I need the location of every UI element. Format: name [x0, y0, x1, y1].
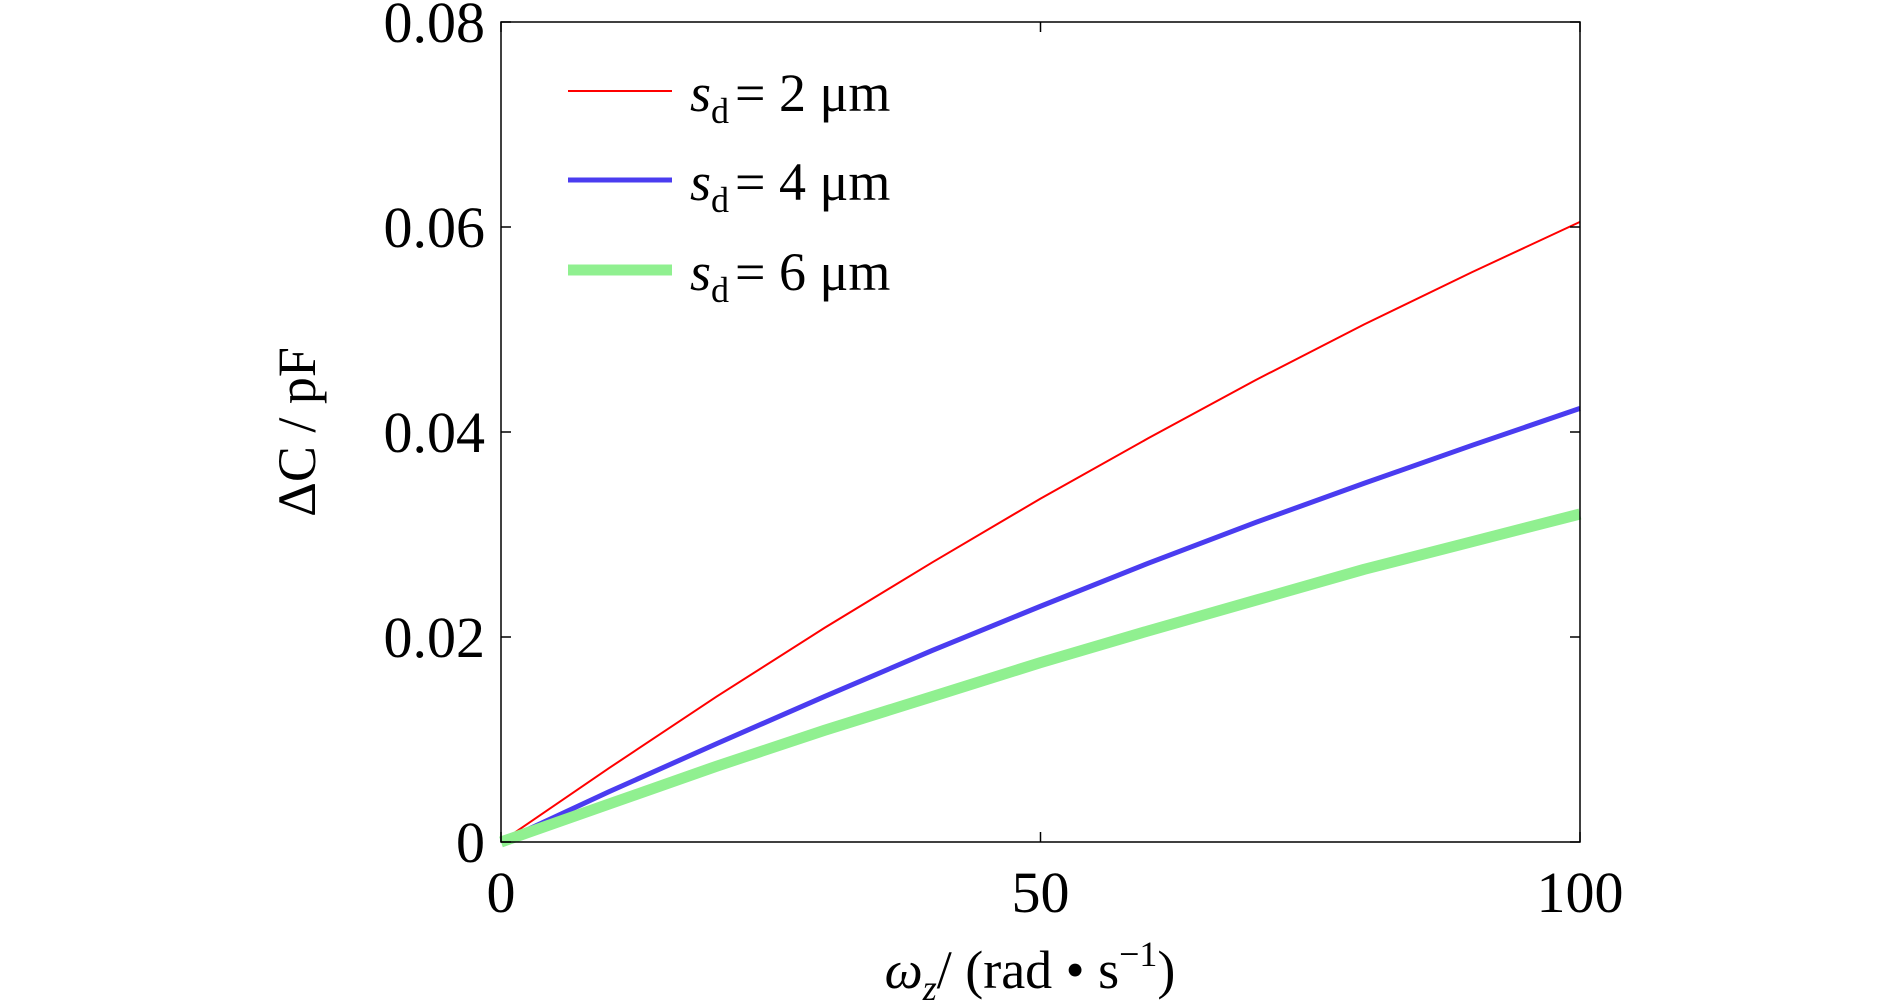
- y-tick-label: 0.08: [384, 0, 486, 55]
- legend-label: sd = 4 μm: [690, 152, 890, 220]
- series-line-1: [500, 220, 1581, 843]
- y-axis-label: ΔC / pF: [267, 347, 327, 517]
- series-line-2: [499, 406, 1581, 845]
- x-tick-label: 0: [487, 860, 516, 925]
- y-tick-label: 0.02: [384, 605, 486, 670]
- legend: sd = 2 μm sd = 4 μm sd = 6 μm: [568, 63, 890, 310]
- x-axis-label: ωz/ (rad • s−1): [885, 934, 1176, 1004]
- series-line-3: [499, 508, 1582, 848]
- plot-frame: [500, 21, 1581, 843]
- legend-label: sd = 2 μm: [690, 63, 890, 131]
- y-tick-label: 0: [456, 810, 485, 875]
- y-tick-label: 0.04: [384, 400, 486, 465]
- x-tick-label: 100: [1537, 860, 1624, 925]
- y-tick-label: 0.06: [384, 195, 486, 260]
- legend-label: sd = 6 μm: [690, 242, 890, 310]
- x-tick-label: 50: [1012, 860, 1070, 925]
